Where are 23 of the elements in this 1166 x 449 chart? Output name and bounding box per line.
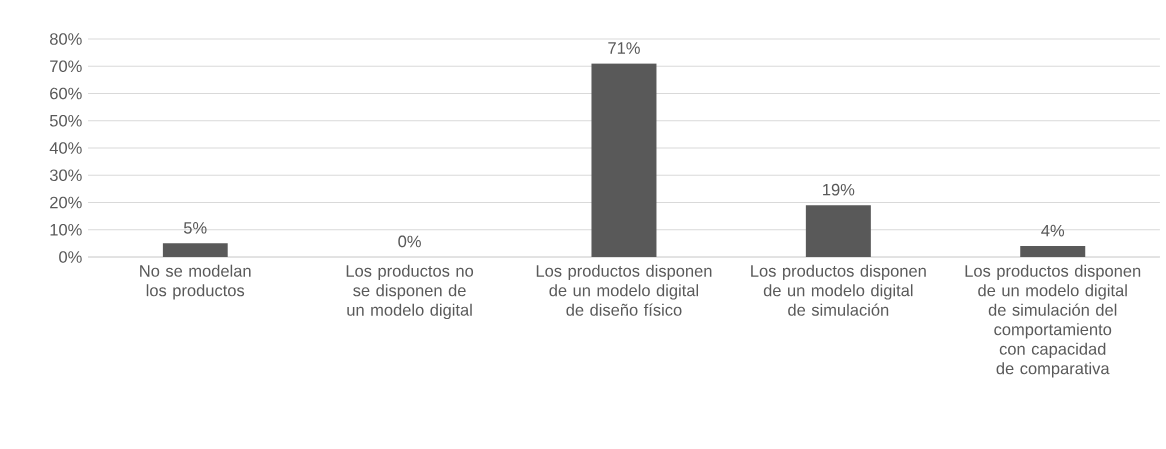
y-tick-label: 40% <box>49 142 82 154</box>
data-label: 4% <box>1041 224 1065 237</box>
y-tick-label: 0% <box>59 251 82 263</box>
y-tick-label: 50% <box>49 114 82 127</box>
x-tick-label: Los productos disponen de un modelo digital de simulación <box>751 264 926 316</box>
y-tick-label: 70% <box>50 60 82 73</box>
data-label: 5% <box>183 222 207 234</box>
bar <box>162 243 228 257</box>
data-label: 0% <box>398 235 421 248</box>
y-tick-label: 20% <box>50 196 82 209</box>
bar <box>1020 246 1086 257</box>
bar <box>591 63 657 257</box>
data-label: 19% <box>823 183 855 196</box>
bar <box>805 205 871 257</box>
x-tick-label: No se modelan los productos <box>140 264 251 300</box>
y-tick-label: 30% <box>49 169 82 182</box>
x-tick-label: Los productos disponen de un modelo digital de simulación del comportamiento con capacidad de comparativa <box>965 264 1141 378</box>
x-tick-label: Los productos no se disponen de un modelo digital <box>346 264 474 320</box>
x-tick-label: Los productos disponen de un modelo digital de diseño físico <box>536 264 712 316</box>
y-tick-label: 80% <box>50 33 82 45</box>
y-tick-label: 60% <box>50 87 82 100</box>
y-tick-label: 10% <box>50 223 82 236</box>
data-label: 71% <box>608 42 640 54</box>
